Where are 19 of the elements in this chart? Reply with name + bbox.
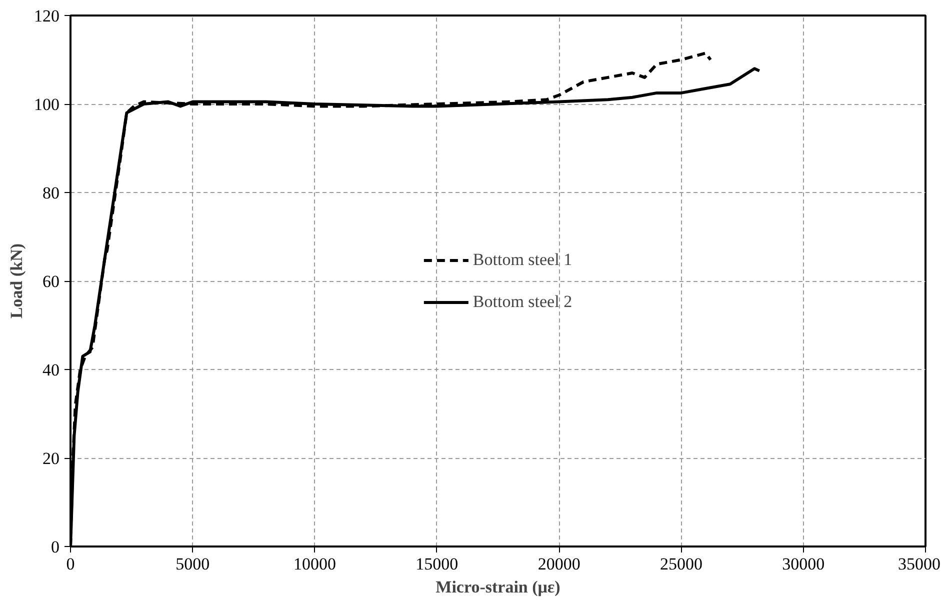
x-tick-label: 25000: [660, 554, 702, 574]
x-tick-label: 5000: [176, 554, 210, 574]
y-tick-label: 20: [42, 449, 60, 468]
x-tick-label: 30000: [782, 554, 825, 574]
y-axis-title: Load (kN): [7, 243, 26, 319]
y-tick-label: 80: [42, 184, 60, 202]
x-tick-label: 35000: [898, 554, 940, 574]
x-tick-label: 20000: [538, 554, 580, 574]
y-tick-label: 40: [42, 360, 60, 380]
y-tick-label: 60: [42, 272, 60, 291]
y-tick-label: 120: [34, 6, 60, 26]
x-tick-label: 10000: [294, 554, 336, 574]
x-axis-title: Micro-strain (με): [436, 578, 560, 596]
y-tick-label: 0: [51, 538, 60, 556]
legend-label: Bottom steel 1: [472, 250, 572, 270]
x-tick-label: 0: [66, 554, 75, 574]
y-tick-label: 100: [34, 95, 60, 114]
legend-label: Bottom steel 2: [472, 292, 572, 312]
x-tick-label: 15000: [416, 554, 458, 574]
